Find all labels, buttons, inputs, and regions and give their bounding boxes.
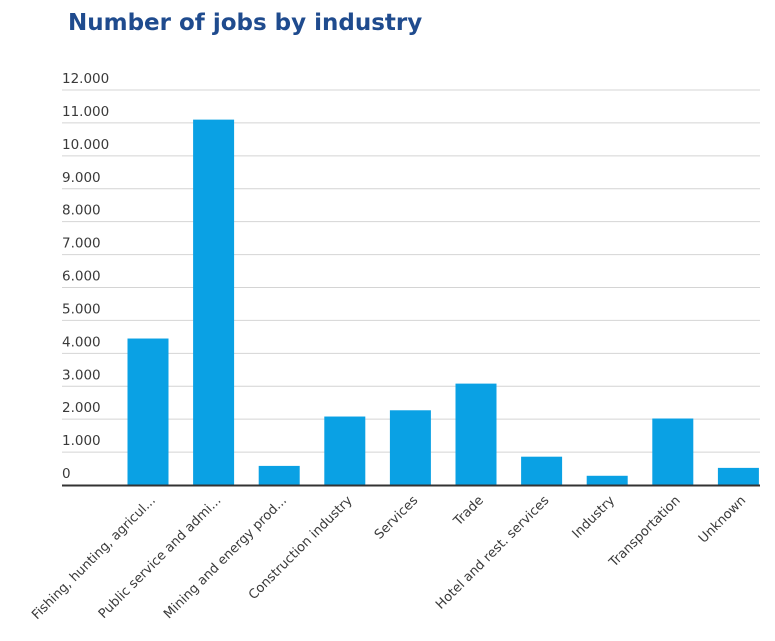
bar — [324, 416, 366, 485]
y-tick-label: 4.000 — [62, 334, 101, 350]
chart-title: Number of jobs by industry — [68, 10, 423, 36]
y-tick-label: 0 — [62, 466, 71, 482]
y-tick-label: 6.000 — [62, 269, 101, 285]
y-tick-label: 12.000 — [62, 71, 109, 87]
bar — [521, 456, 563, 485]
x-tick-label: Industry — [570, 493, 619, 542]
y-tick-label: 3.000 — [62, 367, 101, 383]
bar — [127, 338, 169, 485]
y-tick-label: 5.000 — [62, 301, 101, 317]
bar — [389, 410, 431, 485]
bar — [258, 465, 300, 485]
x-tick-label: Services — [372, 493, 422, 543]
x-tick-label: Unknown — [696, 493, 749, 546]
bar — [586, 475, 628, 485]
y-tick-label: 7.000 — [62, 236, 101, 252]
bar — [652, 418, 694, 485]
x-tick-label: Public service and admi... — [96, 493, 225, 622]
x-tick-label: Transportation — [606, 493, 684, 571]
y-tick-label: 2.000 — [62, 400, 101, 416]
bar — [193, 119, 235, 485]
x-tick-label: Hotel and rest. services — [433, 493, 552, 612]
x-tick-label: Mining and energy prod... — [161, 493, 290, 622]
bar — [455, 383, 497, 485]
x-tick-label: Trade — [450, 493, 486, 529]
y-tick-label: 1.000 — [62, 433, 101, 449]
y-tick-label: 8.000 — [62, 203, 101, 219]
y-tick-label: 10.000 — [62, 137, 109, 153]
y-tick-label: 11.000 — [62, 104, 109, 120]
bar — [717, 467, 759, 485]
x-tick-label: Fishing, hunting, agricul... — [29, 493, 159, 623]
y-tick-label: 9.000 — [62, 170, 101, 186]
